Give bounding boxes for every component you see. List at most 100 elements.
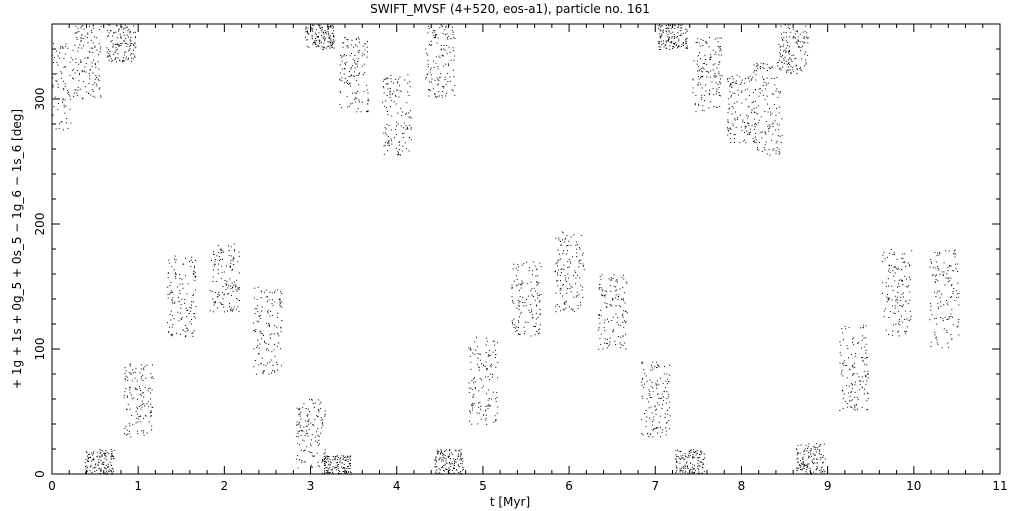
data-point: [853, 373, 855, 375]
data-point: [253, 330, 255, 331]
data-point: [341, 55, 343, 57]
data-point: [782, 40, 784, 42]
data-point: [194, 275, 196, 277]
data-point: [771, 123, 773, 125]
data-point: [888, 299, 889, 301]
data-point: [802, 461, 804, 463]
data-point: [115, 24, 117, 26]
data-point: [752, 76, 754, 78]
data-point: [131, 57, 132, 59]
data-point: [185, 325, 187, 327]
data-point: [224, 280, 226, 281]
data-point: [753, 101, 755, 103]
data-point: [665, 30, 667, 32]
data-point: [661, 33, 663, 35]
data-point: [110, 464, 112, 466]
data-point: [123, 54, 125, 56]
data-point: [333, 455, 334, 457]
data-point: [804, 42, 806, 44]
data-point: [939, 251, 941, 253]
data-point: [565, 301, 567, 303]
data-point: [785, 52, 787, 53]
data-point: [683, 467, 685, 469]
data-point: [427, 54, 429, 56]
data-point: [785, 40, 787, 42]
data-point: [606, 347, 608, 349]
data-point: [137, 433, 139, 434]
data-point: [58, 127, 60, 129]
data-point: [87, 37, 88, 38]
data-point: [491, 363, 492, 365]
data-point: [437, 452, 439, 454]
data-point: [691, 470, 693, 472]
data-point: [99, 456, 101, 458]
data-point: [318, 444, 319, 446]
data-point: [453, 467, 455, 469]
data-point: [123, 40, 125, 42]
data-point: [802, 463, 804, 465]
data-point: [277, 369, 278, 371]
data-point: [693, 60, 695, 62]
data-point: [654, 365, 656, 367]
data-point: [565, 238, 567, 240]
data-point: [449, 453, 451, 455]
data-point: [95, 75, 97, 76]
data-point: [678, 450, 680, 452]
data-point: [441, 452, 443, 454]
data-point: [270, 359, 272, 361]
data-point: [81, 47, 83, 49]
data-point: [265, 289, 267, 291]
data-point: [230, 246, 232, 248]
data-point: [452, 69, 454, 71]
data-point: [435, 456, 437, 458]
data-point: [698, 464, 700, 466]
data-point: [407, 127, 408, 129]
data-point: [718, 63, 720, 65]
data-point: [339, 72, 341, 74]
data-point: [296, 407, 298, 409]
data-point: [739, 142, 741, 144]
data-point: [238, 255, 240, 257]
data-point: [92, 452, 94, 454]
data-point: [848, 392, 850, 394]
data-point: [137, 430, 139, 432]
data-point: [104, 472, 106, 474]
data-point: [659, 33, 661, 35]
data-point: [329, 471, 330, 473]
data-point: [684, 466, 686, 468]
data-point: [301, 459, 303, 461]
data-point: [312, 43, 314, 45]
data-point: [602, 295, 604, 297]
data-point: [314, 402, 316, 404]
data-point: [299, 459, 301, 461]
data-point: [190, 266, 192, 267]
data-point: [327, 34, 329, 36]
data-point: [137, 421, 139, 423]
data-point: [575, 277, 577, 279]
data-point: [788, 62, 790, 64]
data-point: [350, 455, 352, 457]
data-point: [494, 344, 496, 346]
data-point: [130, 372, 132, 374]
data-point: [713, 106, 715, 107]
data-point: [235, 286, 236, 288]
data-point: [526, 299, 528, 300]
data-point: [219, 302, 221, 303]
data-point: [954, 249, 956, 251]
data-point: [133, 397, 135, 399]
data-point: [849, 400, 850, 402]
data-point: [662, 429, 664, 431]
data-point: [523, 326, 525, 328]
data-point: [440, 48, 442, 50]
data-point: [409, 116, 411, 118]
data-point: [518, 334, 520, 336]
data-point: [388, 124, 390, 126]
data-point: [220, 252, 222, 254]
data-point: [744, 125, 746, 127]
data-point: [776, 123, 778, 125]
data-point: [478, 406, 480, 408]
data-point: [330, 462, 332, 464]
data-point: [276, 326, 278, 328]
data-point: [295, 435, 297, 437]
data-point: [477, 423, 479, 425]
